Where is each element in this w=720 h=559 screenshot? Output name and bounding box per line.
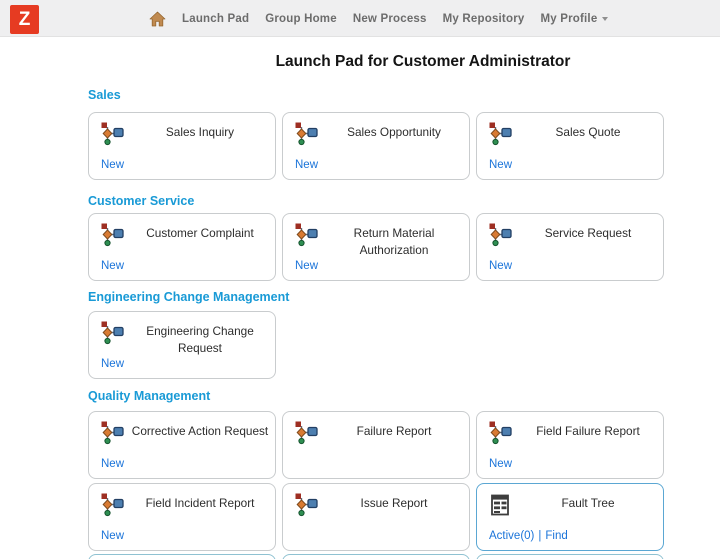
process-flow-icon [487, 222, 513, 248]
nav-group-home[interactable]: Group Home [265, 13, 337, 25]
card-service-request: Service Request New [476, 213, 664, 281]
card-title: Field Failure Report [536, 424, 640, 438]
new-link[interactable]: New [295, 159, 319, 171]
card-title: Failure Report [356, 424, 432, 438]
nav-launch-pad[interactable]: Launch Pad [182, 13, 249, 25]
nav-my-profile[interactable]: My Profile [540, 12, 609, 25]
find-link[interactable]: Find [545, 530, 568, 542]
card-field-failure-report: Field Failure Report New [476, 411, 664, 479]
process-flow-icon [487, 420, 513, 446]
process-flow-icon [293, 492, 319, 518]
card-issue-report: Issue Report [282, 483, 470, 551]
new-link[interactable]: New [101, 260, 125, 272]
new-link[interactable]: New [101, 358, 125, 370]
card-sales-quote: Sales Quote New [476, 112, 664, 180]
card-partial [282, 554, 470, 559]
card-title: Return Material Authorization [353, 226, 435, 257]
process-flow-icon [99, 320, 125, 346]
process-flow-icon [293, 222, 319, 248]
card-title: Sales Opportunity [347, 125, 441, 139]
process-flow-icon [99, 222, 125, 248]
nav-new-process[interactable]: New Process [353, 13, 427, 25]
card-engineering-change-request: Engineering Change Request New [88, 311, 276, 379]
page-title: Launch Pad for Customer Administrator [275, 53, 571, 70]
card-field-incident-report: Field Incident Report New [88, 483, 276, 551]
ecm-card-row: Engineering Change Request New [88, 311, 720, 379]
process-flow-icon [293, 121, 319, 147]
card-title: Sales Inquiry [165, 125, 235, 139]
caret-down-icon [602, 17, 609, 21]
card-title: Engineering Change Request [146, 324, 254, 355]
nav-my-repository-label: My Repository [442, 12, 525, 25]
nav-my-repository[interactable]: My Repository [443, 13, 525, 25]
link-separator: | [538, 530, 542, 542]
new-link[interactable]: New [489, 260, 513, 272]
customer-service-card-row: Customer Complaint New Return Material A… [88, 213, 720, 281]
section-title-sales: Sales [88, 88, 121, 102]
card-customer-complaint: Customer Complaint New [88, 213, 276, 281]
card-corrective-action-request: Corrective Action Request New [88, 411, 276, 479]
process-flow-icon [293, 420, 319, 446]
card-failure-report: Failure Report [282, 411, 470, 479]
new-link[interactable]: New [489, 159, 513, 171]
section-title-quality-management: Quality Management [88, 389, 211, 403]
card-title: Issue Report [360, 496, 428, 510]
quality-card-row-3-partial [88, 554, 720, 559]
process-flow-icon [487, 121, 513, 147]
top-navigation-bar: Z Launch Pad Group Home New Process My R… [0, 0, 720, 37]
card-return-material-authorization: Return Material Authorization New [282, 213, 470, 281]
card-fault-tree: Fault Tree Active(0) | Find [476, 483, 664, 551]
nav-group-home-label: Group Home [265, 12, 337, 25]
new-link[interactable]: New [101, 458, 125, 470]
nav-launch-pad-label: Launch Pad [182, 12, 250, 25]
section-title-customer-service: Customer Service [88, 194, 195, 208]
card-sales-opportunity: Sales Opportunity New [282, 112, 470, 180]
card-title: Fault Tree [561, 496, 615, 510]
card-title: Service Request [544, 226, 632, 240]
launch-pad-content: Sales Sales Inquiry New Sales Opportunit… [0, 88, 720, 559]
card-sales-inquiry: Sales Inquiry New [88, 112, 276, 180]
card-partial [476, 554, 664, 559]
new-link[interactable]: New [295, 260, 319, 272]
process-flow-icon [99, 492, 125, 518]
card-title: Sales Quote [555, 125, 621, 139]
nav-new-process-label: New Process [352, 12, 427, 25]
home-icon[interactable] [149, 11, 166, 27]
app-logo[interactable]: Z [10, 5, 39, 34]
card-title: Field Incident Report [145, 496, 255, 510]
new-link[interactable]: New [101, 159, 125, 171]
main-nav: Launch Pad Group Home New Process My Rep… [149, 0, 609, 37]
section-title-engineering-change-management: Engineering Change Management [88, 290, 290, 304]
quality-card-row-1: Corrective Action Request New Failure Re… [88, 411, 720, 479]
nav-my-profile-label: My Profile [540, 12, 598, 25]
active-link[interactable]: Active(0) [489, 530, 535, 542]
card-title: Customer Complaint [146, 226, 254, 240]
new-link[interactable]: New [489, 458, 513, 470]
card-partial [88, 554, 276, 559]
quality-card-row-2: Field Incident Report New Issue Report F… [88, 483, 720, 551]
new-link[interactable]: New [101, 530, 125, 542]
table-icon [488, 493, 512, 517]
sales-card-row: Sales Inquiry New Sales Opportunity New … [88, 112, 720, 180]
card-title: Corrective Action Request [131, 424, 269, 438]
process-flow-icon [99, 420, 125, 446]
process-flow-icon [99, 121, 125, 147]
